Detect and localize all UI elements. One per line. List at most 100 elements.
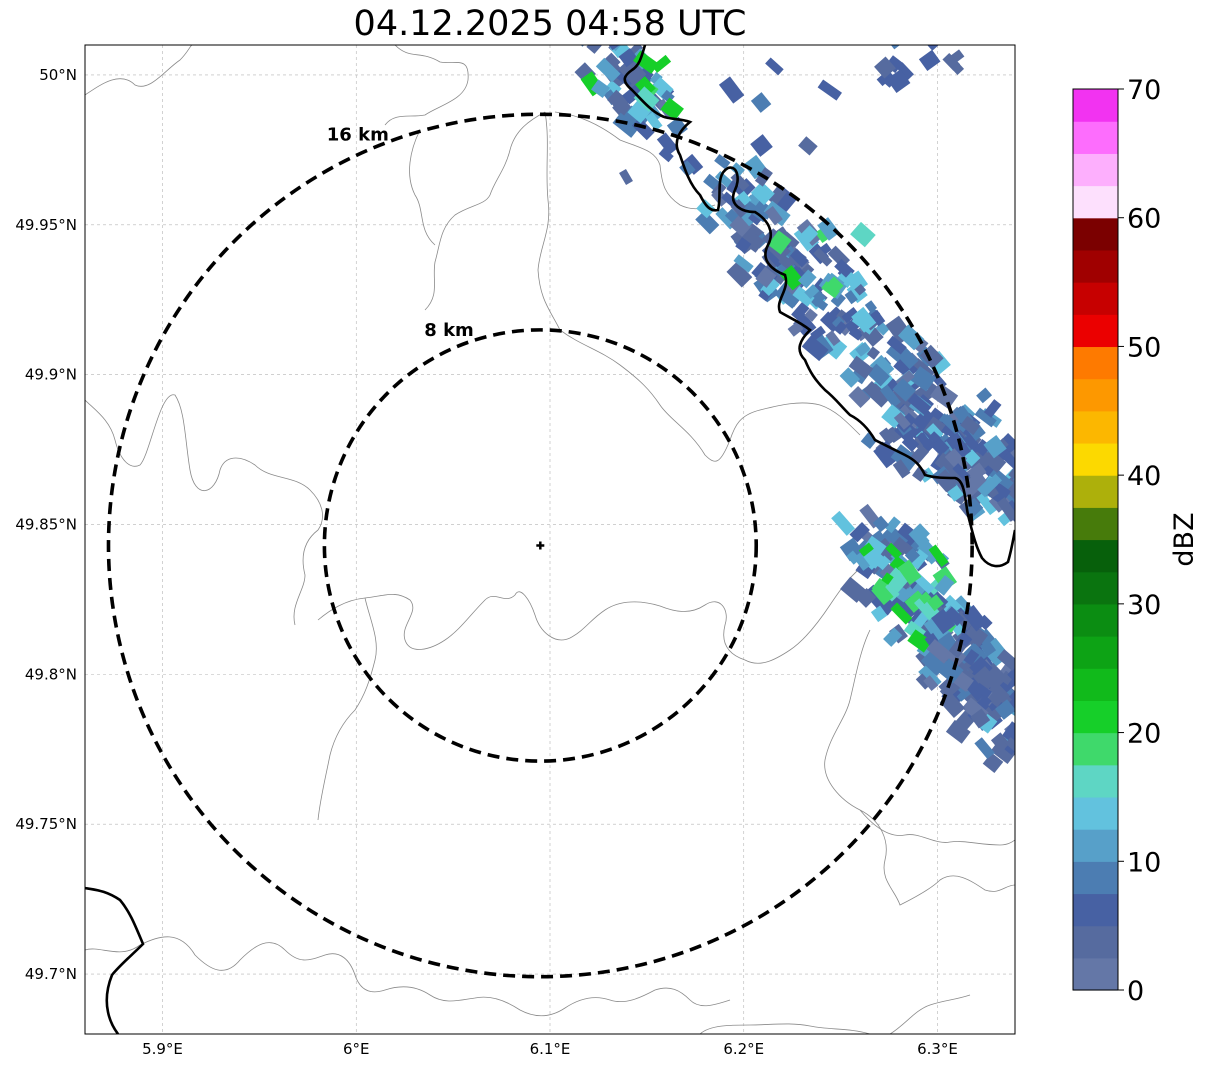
echo-cell [841, 306, 859, 324]
echo-cell [1022, 724, 1035, 737]
echo-cell [977, 476, 998, 498]
lon-tick-label: 6.2°E [723, 1040, 764, 1058]
echo-cell [590, 79, 611, 98]
echo-cell [577, 26, 594, 44]
echo-cell [923, 675, 939, 691]
echo-cell [750, 134, 773, 157]
echo-cell [1016, 452, 1043, 479]
echo-cell [779, 265, 805, 291]
echo-cell [821, 281, 840, 299]
admin-border [85, 45, 193, 96]
echo-cell [1014, 681, 1015, 705]
echo-cell [928, 544, 949, 568]
echo-cell [869, 354, 895, 380]
admin-border [317, 559, 871, 664]
echo-cell [944, 448, 969, 473]
lon-tick-label: 6.1°E [530, 1040, 571, 1058]
echo-cell [918, 49, 941, 72]
echo-cell [873, 440, 901, 469]
echo-cell [990, 732, 1010, 752]
echo-cell [860, 432, 878, 450]
echo-cell [908, 526, 930, 549]
echo-cell [892, 21, 909, 40]
echo-cell [804, 284, 820, 300]
echo-cell [1026, 506, 1050, 530]
echo-cell [817, 217, 840, 241]
lon-tick-label: 5.9°E [142, 1040, 183, 1058]
echo-cell [569, 45, 594, 47]
admin-border [559, 329, 861, 462]
echo-cell [831, 510, 856, 536]
echo-cell [1013, 656, 1015, 675]
echo-cell [792, 286, 815, 307]
echo-cell [854, 283, 867, 296]
echo-cell [1009, 688, 1015, 703]
range-rings: 8 km 16 km [106, 112, 974, 979]
echo-cell [892, 378, 916, 402]
echo-cell [974, 407, 997, 428]
echo-cell [910, 444, 930, 464]
range-ring-label: 8 km [424, 320, 474, 341]
echo-cell [918, 591, 932, 605]
colorbar-segment [1073, 700, 1118, 734]
echo-cell [804, 308, 818, 322]
echo-cell [1018, 694, 1030, 706]
echo-cell [934, 469, 958, 493]
echo-cell [884, 567, 910, 593]
echo-cell [607, 89, 630, 113]
echo-cell [983, 399, 1002, 418]
colorbar-segment [1073, 378, 1118, 412]
echo-cell [879, 563, 897, 581]
echo-cell [660, 97, 684, 121]
range-ring [322, 328, 759, 763]
echo-cell [913, 45, 939, 48]
national-borders [85, 45, 1015, 1034]
echo-cell [864, 300, 878, 313]
colorbar-segment [1073, 668, 1118, 701]
echo-cell [1021, 704, 1035, 719]
echo-cell [996, 497, 1015, 522]
colorbar-segment [1073, 925, 1118, 959]
echo-cell [923, 613, 952, 643]
echo-cell [874, 56, 896, 79]
echo-cell [605, 19, 624, 38]
colorbar-tick-label: 60 [1127, 204, 1161, 235]
colorbar-segment [1073, 185, 1118, 219]
echo-cell [939, 692, 965, 719]
echo-cell [1016, 695, 1040, 721]
echo-cell [801, 335, 829, 362]
echo-cell [886, 69, 911, 93]
admin-borders [85, 45, 1015, 1034]
echo-cell [1010, 703, 1015, 719]
colorbar-segment [1073, 442, 1118, 476]
echo-cell [996, 649, 1015, 671]
admin-border [85, 394, 323, 626]
colorbar-segment [1073, 539, 1118, 573]
colorbar-segment [1073, 410, 1118, 444]
echo-cell [910, 366, 937, 392]
colorbar-segment [1073, 796, 1118, 830]
lat-tick-label: 49.75°N [15, 815, 77, 833]
echo-cell [879, 384, 901, 408]
map-frame [84, 44, 1016, 1035]
admin-border [859, 809, 1015, 846]
colorbar-segment [1073, 829, 1118, 862]
echo-cell [729, 214, 752, 237]
echo-cell [855, 341, 871, 357]
echo-cell [907, 392, 932, 416]
echo-cell [696, 199, 716, 219]
echo-cell [790, 248, 809, 268]
echo-cell [813, 247, 833, 267]
lon-tick-label: 6.3°E [917, 1040, 958, 1058]
echo-cell [612, 112, 640, 138]
range-ring-label: 16 km [327, 125, 389, 146]
echo-cell [872, 515, 890, 533]
echo-cell [881, 572, 894, 585]
echo-cell [645, 112, 663, 131]
echo-cell [926, 45, 941, 51]
echo-cell [850, 221, 876, 248]
echo-cell [916, 432, 935, 452]
echo-cell [1028, 460, 1048, 480]
echo-cell [1001, 721, 1015, 746]
